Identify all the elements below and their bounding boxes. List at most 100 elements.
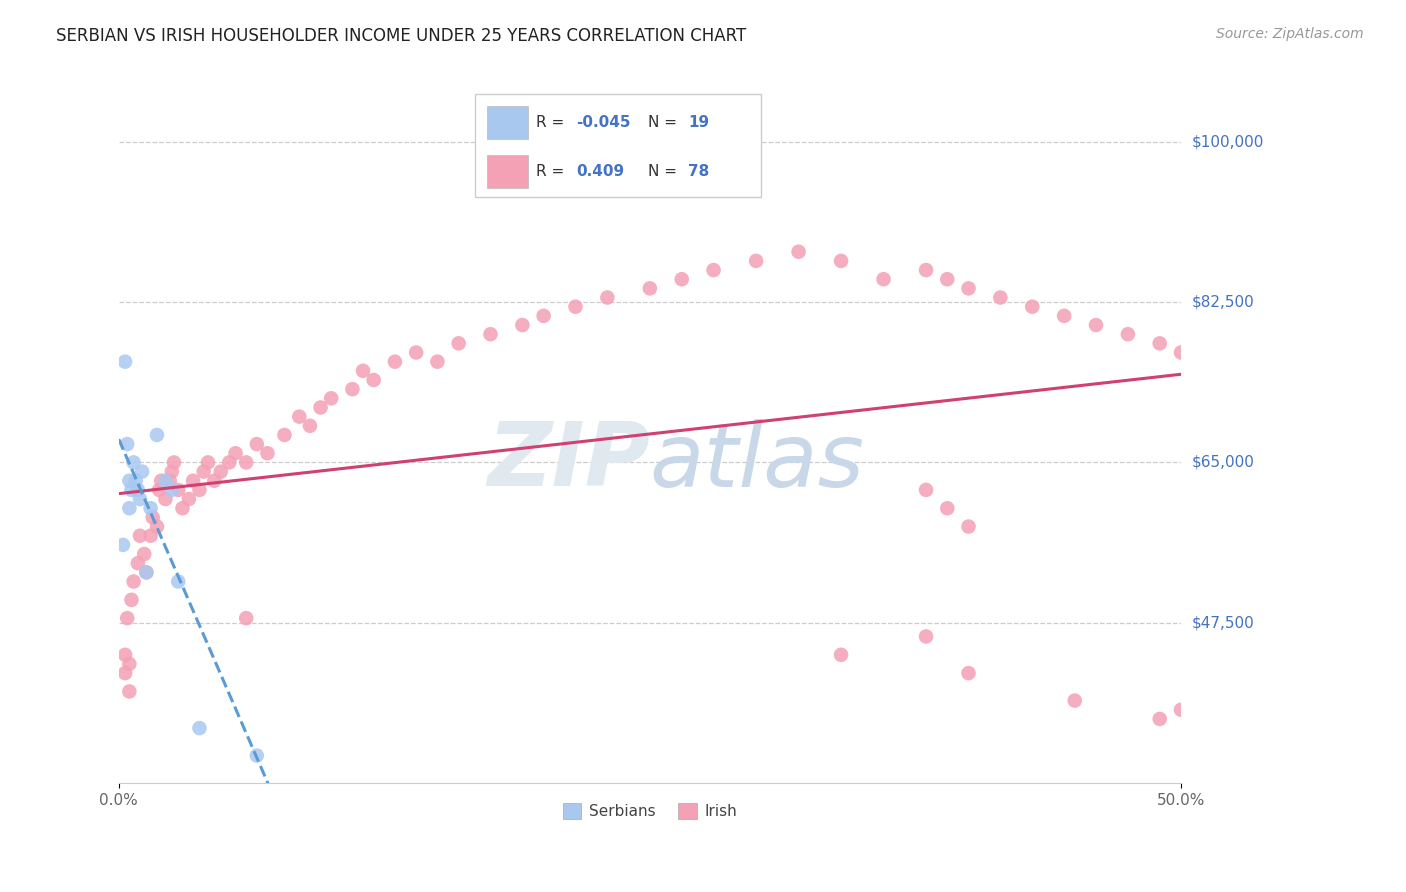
Point bbox=[129, 529, 152, 543]
Point bbox=[139, 529, 162, 543]
Point bbox=[202, 474, 225, 488]
Point bbox=[1170, 345, 1192, 359]
Point bbox=[125, 474, 148, 488]
Point bbox=[1116, 327, 1139, 342]
FancyBboxPatch shape bbox=[488, 106, 527, 139]
Point bbox=[352, 364, 374, 378]
Point bbox=[121, 483, 143, 497]
Point bbox=[447, 336, 470, 351]
Point bbox=[148, 483, 170, 497]
Point bbox=[957, 666, 980, 681]
Point bbox=[405, 345, 427, 359]
Point bbox=[115, 437, 138, 451]
Point bbox=[564, 300, 586, 314]
Point bbox=[1053, 309, 1076, 323]
Point bbox=[127, 483, 149, 497]
Point bbox=[246, 748, 269, 763]
Text: N =: N = bbox=[648, 164, 682, 178]
Text: $100,000: $100,000 bbox=[1192, 135, 1264, 149]
Point bbox=[172, 501, 194, 516]
Point bbox=[1021, 300, 1043, 314]
Text: 0.409: 0.409 bbox=[576, 164, 624, 178]
FancyBboxPatch shape bbox=[475, 94, 762, 197]
Point bbox=[256, 446, 278, 460]
Point bbox=[787, 244, 810, 259]
Point bbox=[150, 474, 173, 488]
Point bbox=[957, 519, 980, 533]
Point bbox=[915, 263, 938, 277]
Text: $82,500: $82,500 bbox=[1192, 294, 1254, 310]
Point bbox=[197, 455, 219, 469]
Point bbox=[127, 556, 149, 570]
Point bbox=[225, 446, 247, 460]
Point bbox=[638, 281, 661, 295]
Point bbox=[114, 354, 136, 368]
Text: R =: R = bbox=[536, 115, 569, 130]
Point bbox=[1063, 693, 1085, 707]
Point bbox=[177, 491, 200, 506]
Point bbox=[209, 465, 232, 479]
Point bbox=[479, 327, 502, 342]
Point bbox=[159, 474, 181, 488]
Point bbox=[163, 455, 186, 469]
Text: Source: ZipAtlas.com: Source: ZipAtlas.com bbox=[1216, 27, 1364, 41]
Text: R =: R = bbox=[536, 164, 569, 178]
Point bbox=[288, 409, 311, 424]
Point bbox=[830, 648, 852, 662]
Point bbox=[181, 474, 204, 488]
Text: -0.045: -0.045 bbox=[576, 115, 631, 130]
Point bbox=[363, 373, 385, 387]
Point bbox=[139, 501, 162, 516]
Point bbox=[936, 501, 959, 516]
Point bbox=[512, 318, 534, 332]
Point bbox=[167, 574, 190, 589]
Point bbox=[131, 465, 153, 479]
Point bbox=[155, 491, 177, 506]
Point bbox=[122, 455, 145, 469]
Text: $47,500: $47,500 bbox=[1192, 615, 1254, 631]
Point bbox=[114, 666, 136, 681]
Point bbox=[118, 474, 141, 488]
Point bbox=[830, 253, 852, 268]
Point bbox=[114, 648, 136, 662]
Text: 78: 78 bbox=[688, 164, 710, 178]
Point bbox=[188, 483, 211, 497]
Point bbox=[703, 263, 725, 277]
Text: atlas: atlas bbox=[650, 418, 865, 505]
Point bbox=[115, 611, 138, 625]
Point bbox=[342, 382, 364, 396]
Point bbox=[1149, 336, 1171, 351]
Point bbox=[671, 272, 693, 286]
Point bbox=[235, 611, 257, 625]
Point bbox=[309, 401, 332, 415]
Point bbox=[915, 483, 938, 497]
Point bbox=[146, 519, 169, 533]
Point bbox=[321, 392, 343, 406]
Point bbox=[188, 721, 211, 735]
Point bbox=[142, 510, 165, 524]
Point bbox=[1170, 703, 1192, 717]
Point bbox=[384, 354, 406, 368]
Point bbox=[235, 455, 257, 469]
Point bbox=[218, 455, 240, 469]
Point bbox=[118, 684, 141, 698]
Point bbox=[298, 418, 321, 433]
Point bbox=[426, 354, 449, 368]
Point bbox=[121, 592, 143, 607]
Point bbox=[135, 566, 157, 580]
FancyBboxPatch shape bbox=[488, 154, 527, 188]
Point bbox=[273, 428, 295, 442]
Point bbox=[134, 547, 156, 561]
Point bbox=[990, 291, 1012, 305]
Point bbox=[246, 437, 269, 451]
Text: N =: N = bbox=[648, 115, 682, 130]
Point bbox=[118, 501, 141, 516]
Text: SERBIAN VS IRISH HOUSEHOLDER INCOME UNDER 25 YEARS CORRELATION CHART: SERBIAN VS IRISH HOUSEHOLDER INCOME UNDE… bbox=[56, 27, 747, 45]
Point bbox=[193, 465, 215, 479]
Point bbox=[155, 474, 177, 488]
Point bbox=[160, 483, 183, 497]
Text: 19: 19 bbox=[688, 115, 709, 130]
Point bbox=[533, 309, 555, 323]
Point bbox=[596, 291, 619, 305]
Point bbox=[1149, 712, 1171, 726]
